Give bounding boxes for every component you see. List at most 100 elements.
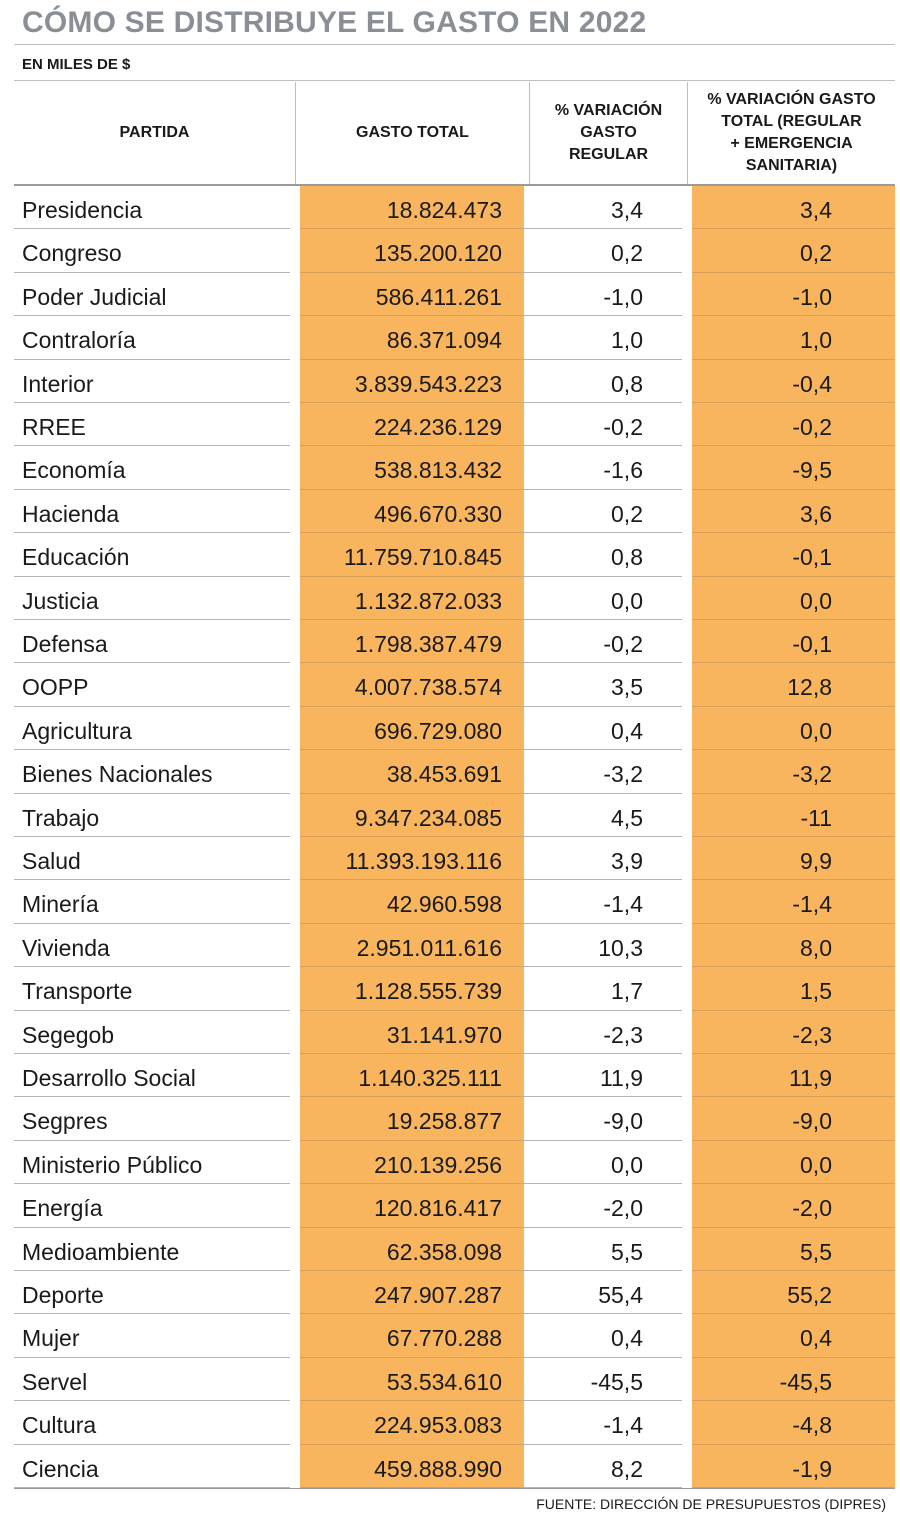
row-divider	[522, 488, 682, 490]
row-divider	[14, 228, 290, 230]
table-row: Interior 3.839.543.223 0,8 -0,4	[0, 360, 900, 403]
variacion-regular-cell: 1,0	[611, 327, 643, 354]
table-row: Desarrollo Social 1.140.325.111 11,9 11,9	[0, 1054, 900, 1098]
row-divider	[300, 1313, 524, 1315]
header-bottom-rule	[14, 184, 895, 186]
gasto-total-cell: 538.813.432	[374, 457, 502, 484]
row-divider	[14, 488, 290, 490]
variacion-total-cell: -45,5	[779, 1368, 832, 1395]
row-divider	[14, 1226, 290, 1228]
gasto-total-cell: 53.534.610	[386, 1368, 502, 1395]
table-row: RREE 224.236.129 -0,2 -0,2	[0, 403, 900, 447]
table-row: Poder Judicial 586.411.261 -1,0 -1,0	[0, 273, 900, 317]
row-divider	[14, 1269, 290, 1271]
table-row: Agricultura 696.729.080 0,4 0,0	[0, 707, 900, 751]
row-divider	[300, 966, 524, 968]
row-divider	[692, 488, 895, 490]
row-divider	[522, 662, 682, 664]
row-divider	[692, 1443, 895, 1445]
variacion-regular-cell: -2,3	[603, 1021, 643, 1048]
row-divider	[692, 749, 895, 751]
gasto-total-cell: 86.371.094	[386, 327, 502, 354]
partida-cell: Minería	[22, 891, 99, 918]
title-divider	[14, 44, 895, 45]
row-divider	[14, 1139, 290, 1141]
row-divider	[14, 401, 290, 403]
row-divider	[522, 835, 682, 837]
gasto-total-cell: 1.128.555.739	[354, 978, 502, 1005]
header-partida: PARTIDA	[14, 82, 295, 184]
row-divider	[522, 1443, 682, 1445]
row-divider	[522, 879, 682, 881]
row-divider	[692, 1009, 895, 1011]
row-divider	[522, 315, 682, 317]
row-divider	[14, 792, 290, 794]
row-divider	[14, 1356, 290, 1358]
gasto-total-cell: 62.358.098	[386, 1238, 502, 1265]
gasto-total-cell: 496.670.330	[374, 500, 502, 527]
row-divider	[692, 358, 895, 360]
row-divider	[522, 1052, 682, 1054]
table-row: Ciencia 459.888.990 8,2 -1,9	[0, 1445, 900, 1488]
partida-cell: Poder Judicial	[22, 283, 167, 310]
variacion-total-cell: 0,0	[800, 587, 832, 614]
row-divider	[14, 749, 290, 751]
variacion-total-highlight-band	[692, 186, 895, 1488]
variacion-regular-cell: 0,2	[611, 500, 643, 527]
table-row: Defensa 1.798.387.479 -0,2 -0,1	[0, 620, 900, 664]
row-divider	[14, 445, 290, 447]
row-divider	[300, 1226, 524, 1228]
row-divider	[522, 1313, 682, 1315]
table-row: Segegob 31.141.970 -2,3 -2,3	[0, 1011, 900, 1054]
header-line: GASTO TOTAL	[356, 124, 469, 141]
variacion-total-cell: 3,6	[800, 500, 832, 527]
header-line: GASTO	[580, 124, 637, 141]
row-divider	[522, 1139, 682, 1141]
row-divider	[692, 835, 895, 837]
table-row: Segpres 19.258.877 -9,0 -9,0	[0, 1097, 900, 1141]
variacion-total-cell: 55,2	[787, 1282, 832, 1308]
header-line: % VARIACIÓN	[554, 102, 663, 119]
header-line: + EMERGENCIA	[730, 135, 853, 152]
partida-cell: Servel	[22, 1368, 88, 1395]
gasto-total-cell: 9.347.234.085	[354, 804, 502, 831]
header-line: % VARIACIÓN GASTO	[707, 91, 876, 108]
row-divider	[14, 271, 290, 273]
variacion-total-cell: 0,0	[800, 717, 832, 744]
header-line: REGULAR	[568, 146, 649, 163]
variacion-regular-cell: 0,0	[611, 1151, 643, 1178]
gasto-total-cell: 38.453.691	[386, 761, 502, 788]
partida-cell: Medioambiente	[22, 1238, 180, 1265]
variacion-regular-cell: 11,9	[599, 1065, 643, 1091]
gasto-total-cell: 1.132.872.033	[354, 587, 502, 614]
gasto-total-cell: 3.839.543.223	[354, 370, 502, 397]
variacion-total-cell: 0,2	[800, 240, 832, 267]
partida-cell: Educación	[22, 544, 130, 571]
row-divider	[300, 575, 524, 577]
gasto-total-cell: 210.139.256	[374, 1151, 502, 1178]
gasto-total-cell: 4.007.738.574	[354, 674, 502, 701]
variacion-total-cell: 11,9	[788, 1065, 832, 1091]
row-divider	[692, 1226, 895, 1228]
table-row: Salud 11.393.193.116 3,9 9,9	[0, 837, 900, 881]
table-row: Ministerio Público 210.139.256 0,0 0,0	[0, 1141, 900, 1185]
table-row: Minería 42.960.598 -1,4 -1,4	[0, 880, 900, 924]
row-divider	[522, 575, 682, 577]
row-divider	[14, 922, 290, 924]
chart-title: CÓMO SE DISTRIBUYE EL GASTO EN 2022	[22, 6, 647, 39]
row-divider	[692, 1269, 895, 1271]
gasto-total-cell: 19.258.877	[386, 1108, 502, 1135]
variacion-regular-cell: -3,2	[603, 761, 643, 788]
table-row: Hacienda 496.670.330 0,2 3,6	[0, 490, 900, 534]
row-divider	[300, 835, 524, 837]
partida-cell: Trabajo	[22, 804, 100, 831]
row-divider	[14, 705, 290, 707]
variacion-total-cell: -2,0	[792, 1195, 832, 1222]
row-divider	[300, 228, 524, 230]
gasto-total-cell: 247.907.287	[374, 1282, 502, 1308]
variacion-regular-cell: 3,5	[611, 674, 643, 701]
partida-cell: OOPP	[22, 674, 89, 701]
row-divider	[692, 792, 895, 794]
row-divider	[14, 1183, 290, 1185]
variacion-total-cell: -3,2	[792, 761, 832, 788]
